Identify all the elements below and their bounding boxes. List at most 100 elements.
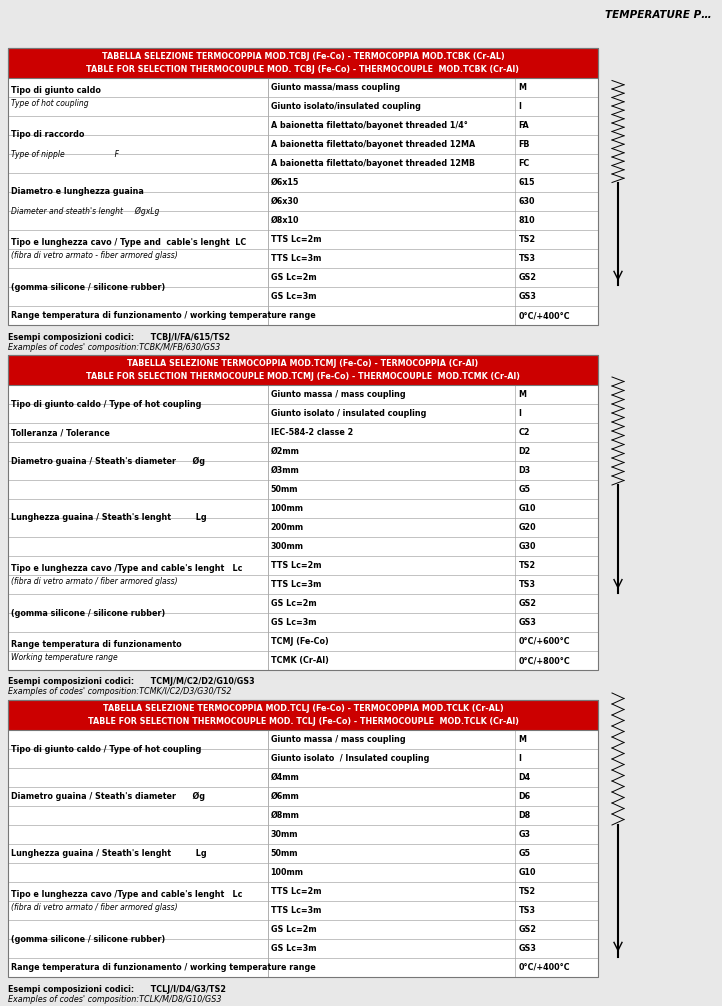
Bar <box>8 211 598 230</box>
Bar <box>8 787 598 806</box>
Text: G5: G5 <box>518 849 531 858</box>
Text: TS3: TS3 <box>518 906 536 915</box>
Text: TABELLA SELEZIONE TERMOCOPPIA MOD.TCLJ (Fe-Co) - TERMOCOPPIA MOD.TCLK (Cr-AL)
TA: TABELLA SELEZIONE TERMOCOPPIA MOD.TCLJ (… <box>87 704 518 725</box>
Text: GS3: GS3 <box>518 292 536 301</box>
Text: TCMK (Cr-Al): TCMK (Cr-Al) <box>271 656 329 665</box>
Text: TABELLA SELEZIONE TERMOCOPPIA MOD.TCMJ (Fe-Co) - TERMOCOPPIA (Cr-Al)
TABLE FOR S: TABELLA SELEZIONE TERMOCOPPIA MOD.TCMJ (… <box>86 359 520 380</box>
Bar <box>8 135 598 154</box>
Text: Examples of codes' composition:TCLK/M/D8/G10/GS3: Examples of codes' composition:TCLK/M/D8… <box>8 995 222 1004</box>
Text: GS3: GS3 <box>518 618 536 627</box>
Text: 615: 615 <box>518 178 535 187</box>
Text: Examples of codes' composition:TCMK/I/C2/D3/G30/TS2: Examples of codes' composition:TCMK/I/C2… <box>8 687 232 696</box>
Text: GS2: GS2 <box>518 599 536 608</box>
Text: Ø2mm: Ø2mm <box>271 447 300 456</box>
Text: Tipo di raccordo: Tipo di raccordo <box>11 130 84 139</box>
Text: 100mm: 100mm <box>271 504 303 513</box>
Text: Range temperatura di funzionamento / working temperature range: Range temperatura di funzionamento / wor… <box>11 311 316 320</box>
Text: 0°C/+400°C: 0°C/+400°C <box>518 963 570 972</box>
Text: D4: D4 <box>518 773 531 782</box>
Bar <box>8 355 598 670</box>
Text: 0°C/+400°C: 0°C/+400°C <box>518 311 570 320</box>
Text: M: M <box>518 390 526 399</box>
Text: G3: G3 <box>518 830 531 839</box>
Bar <box>8 78 598 97</box>
Text: Tipo e lunghezza cavo / Type and  cable's lenght  LC: Tipo e lunghezza cavo / Type and cable's… <box>11 237 246 246</box>
Text: D2: D2 <box>518 447 531 456</box>
Text: Giunto massa / mass coupling: Giunto massa / mass coupling <box>271 735 405 744</box>
Text: TTS Lc=3m: TTS Lc=3m <box>271 906 321 915</box>
Text: Tipo di giunto caldo / Type of hot coupling: Tipo di giunto caldo / Type of hot coupl… <box>11 399 201 408</box>
Text: Tipo di giunto caldo / Type of hot coupling: Tipo di giunto caldo / Type of hot coupl… <box>11 744 201 753</box>
Text: G30: G30 <box>518 542 536 551</box>
Bar <box>8 958 598 977</box>
Bar <box>8 537 598 556</box>
Text: Esempi composizioni codici:      TCLJ/I/D4/G3/TS2: Esempi composizioni codici: TCLJ/I/D4/G3… <box>8 985 226 994</box>
Bar <box>8 116 598 135</box>
Bar <box>8 385 598 404</box>
Text: GS Lc=3m: GS Lc=3m <box>271 292 316 301</box>
Text: GS Lc=2m: GS Lc=2m <box>271 273 316 282</box>
Text: 300mm: 300mm <box>271 542 303 551</box>
Bar <box>8 287 598 306</box>
Text: Ø6mm: Ø6mm <box>271 792 300 801</box>
Text: A baionetta filettato/bayonet threaded 1/4°: A baionetta filettato/bayonet threaded 1… <box>271 121 467 130</box>
Text: Lunghezza guaina / Steath's lenght         Lg: Lunghezza guaina / Steath's lenght Lg <box>11 513 206 522</box>
Text: Esempi composizioni codici:      TCMJ/M/C2/D2/G10/GS3: Esempi composizioni codici: TCMJ/M/C2/D2… <box>8 677 255 686</box>
Text: Giunto isolato / insulated coupling: Giunto isolato / insulated coupling <box>271 409 426 418</box>
Bar <box>8 404 598 423</box>
Bar <box>8 700 598 977</box>
Text: Working temperature range: Working temperature range <box>11 653 118 662</box>
Text: I: I <box>518 102 521 111</box>
Bar <box>8 192 598 211</box>
Bar <box>8 249 598 268</box>
Text: 50mm: 50mm <box>271 485 298 494</box>
Bar <box>8 939 598 958</box>
Text: Ø4mm: Ø4mm <box>271 773 300 782</box>
Text: G20: G20 <box>518 523 536 532</box>
Bar <box>8 651 598 670</box>
Text: 100mm: 100mm <box>271 868 303 877</box>
Bar <box>8 700 598 730</box>
Bar <box>8 613 598 632</box>
Text: I: I <box>518 409 521 418</box>
Text: Diametro e lunghezza guaina: Diametro e lunghezza guaina <box>11 187 144 196</box>
Text: Diametro guaina / Steath's diameter      Øg: Diametro guaina / Steath's diameter Øg <box>11 457 205 466</box>
Text: D3: D3 <box>518 466 531 475</box>
Bar <box>8 518 598 537</box>
Text: TEMPERATURE P…: TEMPERATURE P… <box>605 10 712 20</box>
Text: Giunto massa/mass coupling: Giunto massa/mass coupling <box>271 83 400 92</box>
Bar <box>8 355 598 385</box>
Bar <box>8 920 598 939</box>
Text: GS2: GS2 <box>518 925 536 934</box>
Text: C2: C2 <box>518 428 530 437</box>
Text: (gomma silicone / silicone rubber): (gomma silicone / silicone rubber) <box>11 283 165 292</box>
Bar <box>8 844 598 863</box>
Text: Ø8x10: Ø8x10 <box>271 216 299 225</box>
Bar <box>8 730 598 749</box>
Text: 0°C/+600°C: 0°C/+600°C <box>518 637 570 646</box>
Text: GS Lc=3m: GS Lc=3m <box>271 944 316 953</box>
Text: 50mm: 50mm <box>271 849 298 858</box>
Text: Lunghezza guaina / Steath's lenght         Lg: Lunghezza guaina / Steath's lenght Lg <box>11 849 206 858</box>
Text: Ø8mm: Ø8mm <box>271 811 300 820</box>
Text: Examples of codes' composition:TCBK/M/FB/630/GS3: Examples of codes' composition:TCBK/M/FB… <box>8 342 220 351</box>
Text: GS Lc=3m: GS Lc=3m <box>271 618 316 627</box>
Bar <box>8 749 598 768</box>
Bar <box>8 442 598 461</box>
Bar <box>8 173 598 192</box>
Text: A baionetta filettato/bayonet threaded 12MB: A baionetta filettato/bayonet threaded 1… <box>271 159 475 168</box>
Bar <box>8 97 598 116</box>
Text: I: I <box>518 754 521 763</box>
Text: Tipo di giunto caldo: Tipo di giunto caldo <box>11 86 101 95</box>
Text: (fibra di vetro armato / fiber armored glass): (fibra di vetro armato / fiber armored g… <box>11 577 178 586</box>
Text: Diametro guaina / Steath's diameter      Øg: Diametro guaina / Steath's diameter Øg <box>11 792 205 801</box>
Text: Diameter and steath's lenght     ØgxLg: Diameter and steath's lenght ØgxLg <box>11 207 160 216</box>
Text: M: M <box>518 83 526 92</box>
Text: TS2: TS2 <box>518 235 536 244</box>
Text: 0°C/+800°C: 0°C/+800°C <box>518 656 570 665</box>
Text: A baionetta filettato/bayonet threaded 12MA: A baionetta filettato/bayonet threaded 1… <box>271 140 475 149</box>
Text: Ø3mm: Ø3mm <box>271 466 300 475</box>
Text: Tolleranza / Tolerance: Tolleranza / Tolerance <box>11 428 110 437</box>
Text: (fibra di vetro armato - fiber armored glass): (fibra di vetro armato - fiber armored g… <box>11 252 178 261</box>
Text: 630: 630 <box>518 197 535 206</box>
